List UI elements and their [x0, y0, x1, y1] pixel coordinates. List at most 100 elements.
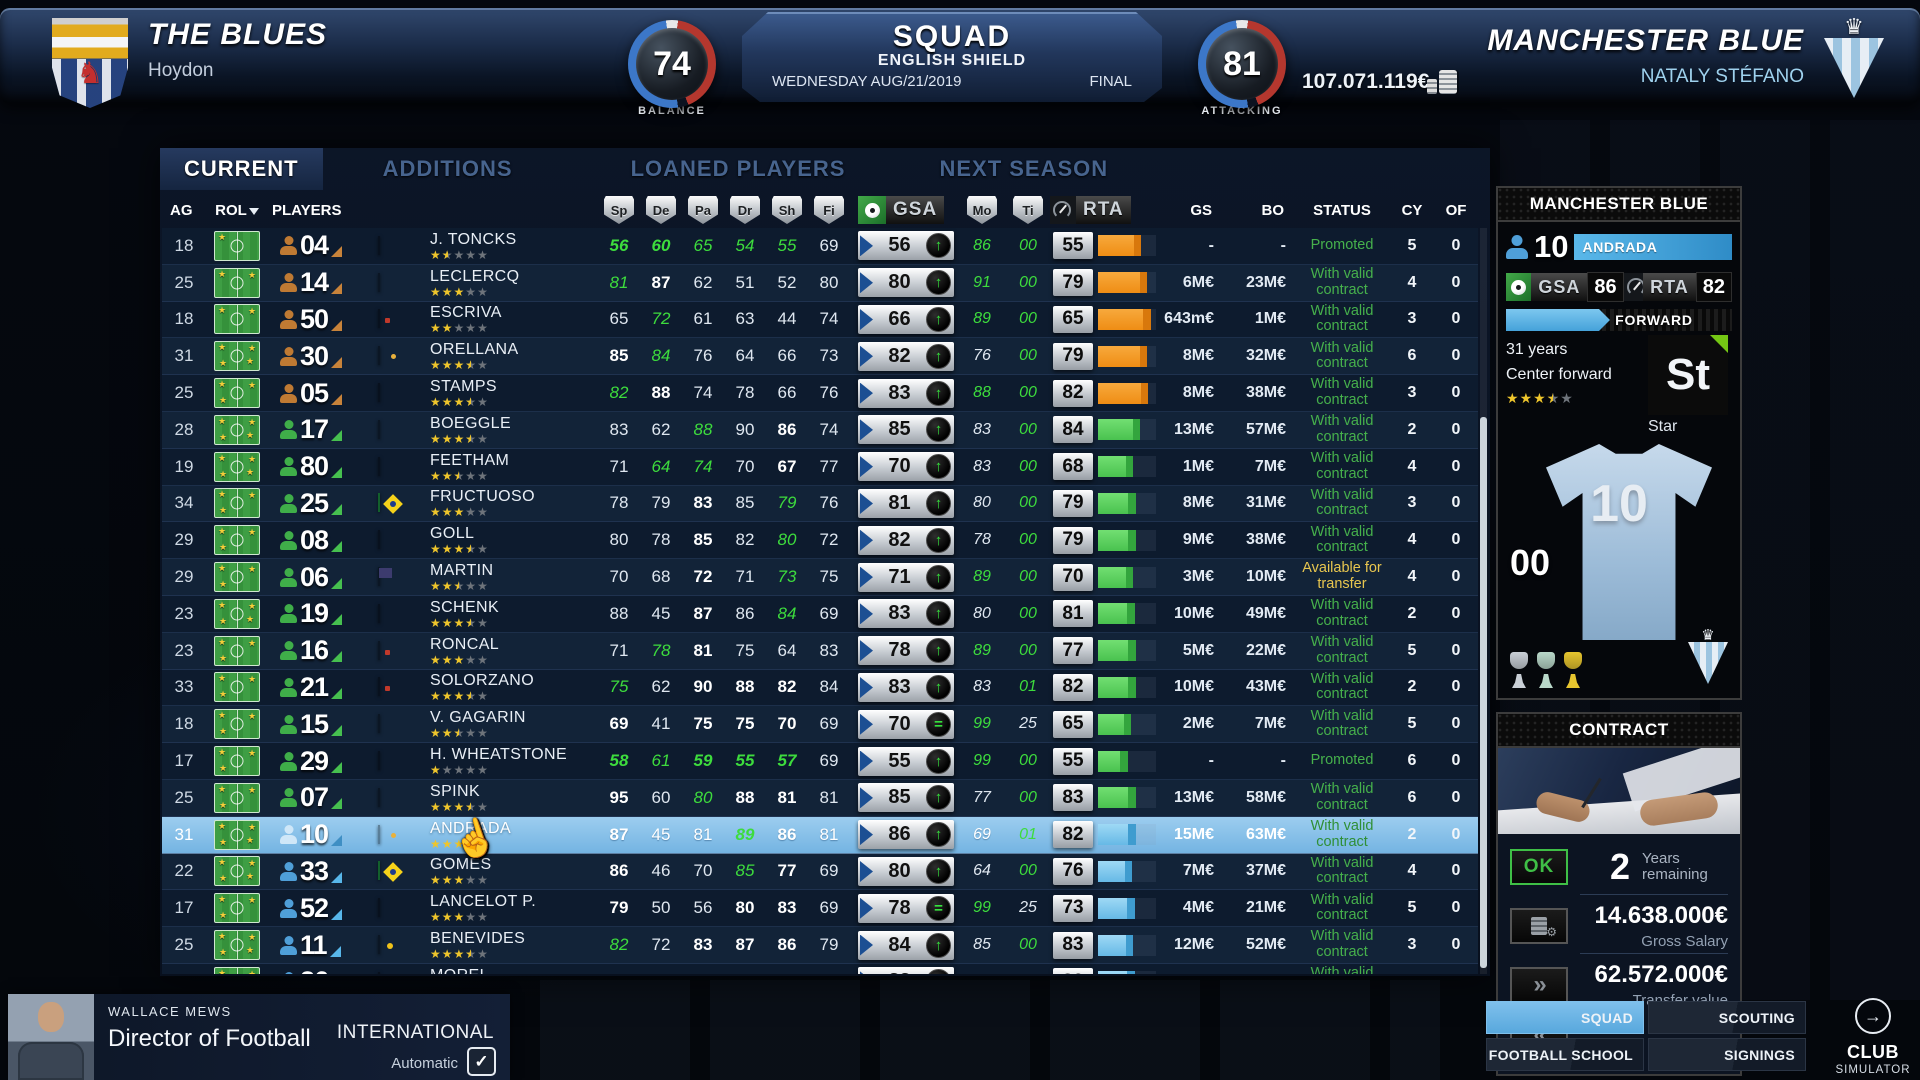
gsa-value: 71: [888, 565, 911, 588]
col-tiredness[interactable]: Ti: [1006, 196, 1050, 224]
star-icon: ★: [477, 431, 488, 446]
number-cell: 17: [268, 414, 378, 445]
flag-cell: [378, 971, 418, 974]
player-row[interactable]: 18 ★ ★ 50 ESCRIVA ★ ★ ★ ★ ★ 65 72 61 63 44 74 66 ↑ 89 00 65 6…: [162, 301, 1478, 339]
player-row[interactable]: 31★★★★10ANDRADA★★★★★87458189868186↑69018…: [162, 816, 1478, 854]
col-rta[interactable]: RTA: [1050, 196, 1158, 224]
arrow-circle-icon[interactable]: →: [1855, 998, 1891, 1034]
salary-button[interactable]: [1510, 908, 1568, 944]
star-icon: ★: [465, 838, 476, 850]
player-row[interactable]: ★★26MOREL★★★★★87628083817383↑68008011M€4…: [162, 963, 1478, 974]
player-icon: [1506, 235, 1528, 259]
col-of[interactable]: OF: [1445, 201, 1467, 219]
name-cell: SOLORZANO ★ ★ ★ ★ ★: [418, 672, 598, 702]
player-card: 10 ANDRADA GSA 86 RTA 82 FORWARD 31 year…: [1496, 220, 1742, 700]
gsa-plaque: 80 ↑: [858, 268, 954, 298]
cy-cell: 2: [1407, 678, 1417, 696]
star-icon: ★: [430, 689, 441, 704]
gsa-plaque: 82 ↑: [858, 341, 954, 371]
player-row[interactable]: 25★★★★11BENEVIDES★★★★★82728387867984↑850…: [162, 927, 1478, 964]
attacking-label: ATTACKING: [1201, 105, 1283, 117]
player-rating-stars: ★ ★ ★ ★ ★: [430, 838, 598, 850]
bar-fill: [1098, 824, 1129, 846]
player-row[interactable]: 33★★★21SOLORZANO★★★★★75629088828483↑8301…: [162, 669, 1478, 707]
of-cell: 0: [1451, 936, 1461, 954]
nav-scouting[interactable]: SCOUTING: [1648, 1001, 1806, 1034]
col-morale[interactable]: Mo: [958, 196, 1006, 224]
player-row[interactable]: 17 ★ ★ ★ 29 H. WHEATSTONE ★ ★ ★ ★ ★ 58 61 59 55 57 69 55 ↑…: [162, 743, 1478, 780]
staff-card[interactable]: WALLACE MEWS Director of Football INTERN…: [8, 994, 510, 1080]
col-age[interactable]: AG: [170, 201, 193, 219]
tiredness-cell: 00: [1019, 310, 1037, 328]
table-scrollbar[interactable]: [1480, 228, 1487, 974]
col-gs[interactable]: GS: [1190, 201, 1212, 219]
scrollbar-thumb[interactable]: [1480, 417, 1487, 968]
sp-stat-cell: 87: [609, 824, 629, 844]
col-cy[interactable]: CY: [1401, 201, 1423, 219]
bar-tip: [1133, 235, 1142, 257]
col-passing[interactable]: Pa: [682, 196, 724, 224]
competition-name: ENGLISH SHIELD: [877, 52, 1027, 69]
bo-cell: 10M€: [1245, 568, 1286, 586]
de-stat-cell: 88: [651, 383, 671, 403]
squad-table-panel: CURRENT ADDITIONS LOANED PLAYERS NEXT SEASO…: [160, 148, 1490, 976]
player-row[interactable]: 22 ★ ★ ★ ★ 33 GOMES ★ ★ ★ ★ ★ 86 46 70 85 77 69 80 ↑ 64 00 76 7…: [162, 853, 1478, 891]
col-fitness[interactable]: Fi: [808, 196, 850, 224]
transfer-out-button[interactable]: »: [1510, 967, 1568, 1003]
player-row[interactable]: 18★04J. TONCKS★★★★★56606554556956↑860055…: [162, 228, 1478, 265]
nav-signings[interactable]: SIGNINGS: [1648, 1038, 1806, 1071]
rta-plaque: 65: [1053, 305, 1093, 333]
dr-stat-cell: 55: [735, 751, 755, 771]
cy-cell: 6: [1407, 788, 1417, 806]
tab-current[interactable]: CURRENT: [160, 148, 323, 190]
number-cell: 10: [268, 819, 378, 850]
player-row[interactable]: 19★★★★80FEETHAM★★★★★71647470677770↑83006…: [162, 448, 1478, 486]
tab-loaned-players[interactable]: LOANED PLAYERS: [630, 156, 846, 181]
player-row[interactable]: 29★★★06MARTIN★★★★★70687271737571↑8900703…: [162, 559, 1478, 596]
col-defense[interactable]: De: [640, 196, 682, 224]
rta-cell: 77: [1050, 637, 1096, 665]
star-icon: ★: [430, 579, 441, 594]
balance-gauge: 74 BALANCE: [626, 20, 718, 117]
player-row[interactable]: 31★★★★30ORELLANA★★★★★85847664667382↑7600…: [162, 338, 1478, 376]
name-cell: GOLL ★ ★ ★ ★ ★: [418, 525, 598, 555]
player-row[interactable]: 28★★★★17BOEGGLE★★★★★83628890867485↑83008…: [162, 411, 1478, 449]
player-row[interactable]: 25★★★07SPINK★★★★★95608088818185↑77008313…: [162, 779, 1478, 817]
player-row[interactable]: 25 ★ ★ 14 LECLERCQ ★ ★ ★ ★ ★ 81 87 62 51 52 80 80 ↑ 91 00 79…: [162, 264, 1478, 302]
player-row[interactable]: 23 ★ ★ ★ 16 RONCAL ★ ★ ★ ★ ★ 71 78 81 75 64 83 78 ↑ 89 00 77 5…: [162, 632, 1478, 670]
player-row[interactable]: 34 ★ ★ ★ 25 FRUCTUOSO ★ ★ ★ ★ ★ 78 79 83 85 79 76 81 ↑ 80 00…: [162, 485, 1478, 523]
flag-cell: [378, 640, 418, 660]
col-gsa[interactable]: GSA: [858, 196, 958, 224]
status-text: Promoted: [1310, 237, 1374, 254]
tab-next-season[interactable]: NEXT SEASON: [939, 156, 1109, 181]
nav-squad[interactable]: SQUAD: [1486, 1001, 1644, 1034]
col-role[interactable]: ROL: [206, 202, 268, 219]
col-dribbling[interactable]: Dr: [724, 196, 766, 224]
trend-wedge-icon: [331, 503, 343, 515]
col-shooting[interactable]: Sh: [766, 196, 808, 224]
player-row[interactable]: 18★★★15V. GAGARIN★★★★★69417575706970=992…: [162, 706, 1478, 744]
bo-cell: 22M€: [1245, 641, 1286, 659]
contract-ok-button[interactable]: OK: [1510, 849, 1568, 885]
gsa-plaque: 70 ↑: [858, 452, 954, 482]
col-status[interactable]: STATUS: [1313, 201, 1371, 219]
pitch-icon: ★ ★ ★: [214, 709, 260, 740]
pa-stat-cell: 80: [682, 972, 724, 974]
col-speed[interactable]: Sp: [598, 196, 640, 224]
player-row[interactable]: 25★★★05STAMPS★★★★★82887478667683↑8800828…: [162, 375, 1478, 412]
pitch-star-icon: ★: [219, 947, 228, 958]
gsa-plaque: 84 ↑: [858, 930, 954, 960]
automatic-checkbox[interactable]: ✓: [467, 1047, 496, 1076]
nav-football-school[interactable]: FOOTBALL SCHOOL: [1486, 1038, 1644, 1071]
col-players[interactable]: PLAYERS: [272, 201, 342, 219]
flag-cell: [378, 824, 418, 844]
star-icon: ★: [477, 836, 488, 851]
tab-additions[interactable]: ADDITIONS: [382, 156, 513, 181]
col-bo[interactable]: BO: [1261, 201, 1285, 219]
player-row[interactable]: 17 ★ ★ ★ 52 LANCELOT P. ★ ★ ★ ★ ★ 79 50 56 80 83 69 78 = 99…: [162, 890, 1478, 928]
gsa-cell: 78 =: [858, 893, 958, 923]
attacking-gauge-ring: 81: [1198, 20, 1286, 108]
player-row[interactable]: 29★★★08GOLL★★★★★80788582807282↑7800799M€…: [162, 522, 1478, 560]
player-row[interactable]: 23★★★★19SCHENK★★★★★88458786846983↑800081…: [162, 595, 1478, 633]
rta-plaque: 82: [1053, 673, 1093, 701]
